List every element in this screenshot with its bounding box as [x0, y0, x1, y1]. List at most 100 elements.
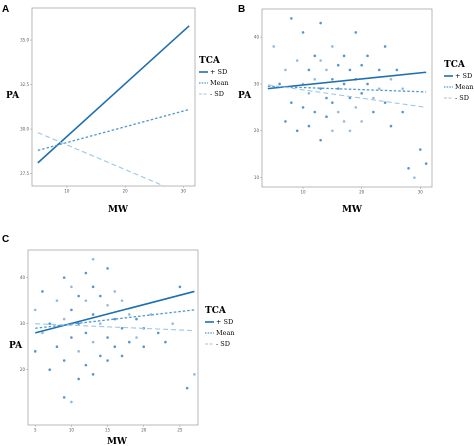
panel-label: C: [2, 234, 9, 245]
data-point: [336, 63, 340, 67]
legend-title: TCA: [199, 56, 221, 66]
data-point: [77, 350, 80, 353]
data-point: [48, 368, 52, 372]
data-point: [142, 345, 146, 349]
data-point: [113, 317, 117, 321]
data-point: [301, 31, 305, 34]
data-point: [33, 350, 37, 353]
data-layer: [33, 257, 196, 404]
data-point: [41, 290, 44, 293]
series-line: [37, 25, 190, 164]
y-tick-label: 30: [254, 81, 260, 86]
x-tick-label: 10: [64, 189, 70, 194]
y-tick-label: 40: [20, 275, 26, 280]
panel-label: B: [238, 4, 245, 15]
plot-frame: [31, 7, 196, 187]
data-point: [290, 17, 293, 20]
data-point: [372, 96, 375, 100]
data-point: [62, 396, 66, 399]
legend-entry: + SD: [216, 318, 233, 326]
data-point: [389, 124, 393, 128]
y-tick-label: 20: [254, 128, 260, 133]
data-point: [389, 77, 393, 81]
data-point: [360, 120, 363, 123]
legend: TCA + SD Mean - SD: [199, 56, 229, 98]
data-point: [135, 317, 138, 321]
x-tick-label: 20: [123, 189, 129, 194]
data-point: [348, 129, 352, 133]
data-point: [62, 276, 66, 279]
data-point: [106, 359, 109, 362]
data-point: [272, 45, 276, 48]
y-axis-label: PA: [238, 91, 252, 101]
legend-entry: - SD: [216, 340, 230, 348]
data-point: [113, 345, 117, 349]
series-line: [267, 71, 427, 90]
series-line: [37, 132, 166, 186]
legend-entry: + SD: [210, 68, 227, 76]
y-tick-label: 30: [20, 321, 26, 326]
data-point: [313, 77, 317, 81]
data-point: [278, 82, 281, 86]
data-point: [185, 386, 189, 390]
data-point: [193, 373, 196, 376]
data-point: [366, 82, 369, 86]
x-tick-label: 30: [418, 190, 424, 195]
y-tick-label: 27.5: [20, 171, 29, 176]
data-point: [342, 82, 346, 86]
series-line: [35, 323, 195, 332]
data-point: [77, 294, 80, 298]
x-tick-label: 5: [34, 428, 37, 433]
data-point: [48, 322, 52, 325]
data-point: [99, 354, 102, 358]
data-point: [84, 271, 88, 275]
panel-label: A: [2, 4, 9, 15]
data-point: [84, 331, 88, 335]
data-point: [70, 336, 73, 339]
legend-entry: Mean: [455, 83, 474, 91]
data-point: [99, 322, 102, 325]
legend-entry: - SD: [455, 94, 469, 102]
data-point: [336, 110, 340, 114]
x-tick-label: 20: [141, 428, 147, 433]
data-point: [331, 77, 334, 81]
legend-entry: + SD: [455, 72, 472, 80]
data-point: [395, 68, 399, 72]
data-point: [120, 326, 124, 330]
data-point: [348, 96, 352, 100]
data-point: [331, 129, 334, 133]
data-point: [319, 87, 322, 90]
data-point: [62, 317, 66, 321]
data-point: [354, 106, 358, 109]
y-tick-label: 30.0: [20, 126, 29, 131]
data-point: [120, 299, 124, 302]
data-point: [401, 110, 404, 114]
data-point: [290, 101, 293, 104]
legend: TCA + SD Mean - SD: [205, 306, 235, 348]
data-point: [70, 308, 73, 312]
data-point: [106, 267, 109, 270]
data-point: [348, 68, 352, 72]
x-tick-label: 25: [177, 428, 183, 433]
data-point: [84, 363, 88, 367]
data-point: [91, 340, 95, 344]
data-point: [113, 290, 117, 293]
x-tick-label: 10: [300, 190, 306, 195]
data-point: [295, 59, 299, 62]
data-point: [77, 377, 80, 381]
data-point: [164, 340, 167, 344]
data-point: [342, 54, 346, 58]
plot-frame: [261, 8, 433, 188]
data-point: [77, 322, 80, 325]
data-point: [156, 331, 160, 335]
data-point: [106, 303, 109, 307]
data-point: [325, 96, 328, 100]
series-line: [37, 108, 190, 152]
y-tick-label: 32.5: [20, 82, 29, 87]
data-point: [284, 120, 287, 123]
data-point: [360, 63, 363, 67]
data-point: [70, 285, 73, 289]
legend-title: TCA: [444, 60, 466, 70]
x-axis-label: MW: [342, 205, 363, 215]
